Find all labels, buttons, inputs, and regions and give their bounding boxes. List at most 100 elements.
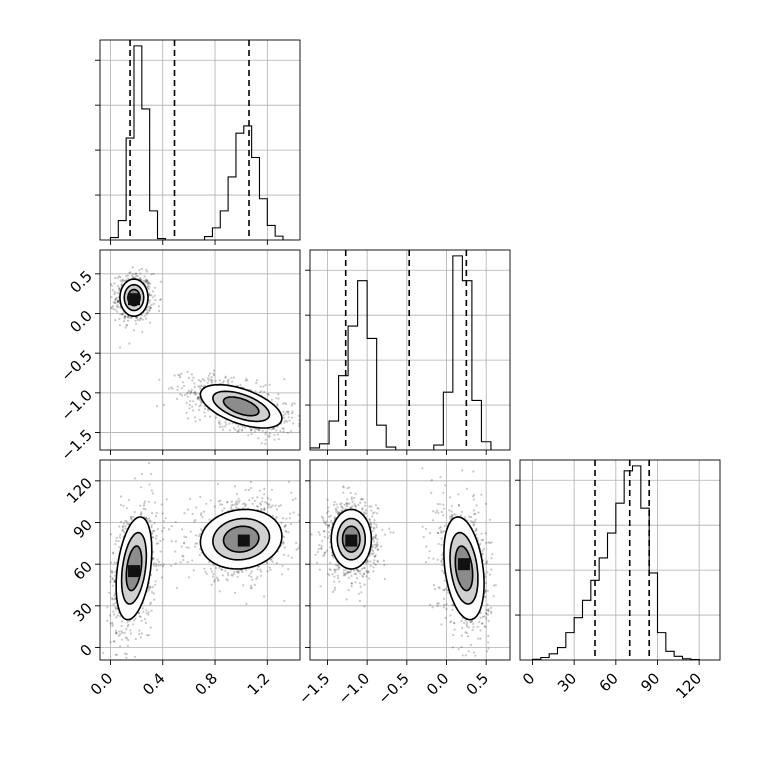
scatter-point [250,570,253,573]
scatter-point [204,570,207,574]
scatter-point [343,503,346,507]
scatter-point [124,527,127,530]
scatter-point [350,574,353,578]
scatter-point [212,573,215,576]
scatter-point [359,585,362,588]
scatter-point [194,403,197,406]
scatter-point [304,423,306,425]
scatter-point [111,621,114,624]
scatter-point [274,517,277,520]
scatter-point [322,519,325,522]
scatter-point [264,433,267,436]
scatter-point [480,493,483,496]
scatter-point [232,427,235,430]
scatter-point [120,663,122,665]
scatter-point [194,542,197,545]
scatter-point [437,511,440,514]
scatter-point [479,629,482,632]
scatter-point [323,551,326,555]
density-contour [120,531,148,605]
scatter-point [167,387,170,390]
scatter-point [149,626,152,629]
scatter-point [149,586,152,590]
scatter-point [139,277,142,280]
scatter-point [209,499,212,502]
scatter-point [247,488,250,492]
scatter-point [361,567,364,571]
scatter-point [485,608,488,612]
scatter-point [224,375,227,378]
scatter-point [226,579,229,582]
scatter-point [211,379,214,382]
scatter-point [158,560,161,563]
scatter-point [203,407,206,411]
scatter-point [345,501,348,505]
scatter-point [114,298,117,301]
scatter-point [276,404,279,407]
scatter-point [144,317,147,320]
scatter-point [121,278,124,281]
scatter-point [189,530,192,533]
scatter-point [222,380,225,383]
scatter-point [120,624,123,628]
scatter-point [467,650,470,653]
scatter-point [213,505,216,508]
scatter-point [188,403,191,406]
scatter-point [478,620,481,624]
scatter-point [147,613,150,616]
scatter-point [292,422,295,425]
scatter-point [210,381,214,384]
scatter-point [289,522,292,526]
scatter-point [224,425,227,428]
scatter-point [457,504,460,507]
scatter-point [199,404,202,407]
scatter-point [158,378,161,381]
scatter-point [327,510,330,513]
scatter-point [264,384,267,387]
x-tick-label: 90 [637,669,663,695]
scatter-point [151,296,154,299]
scatter-point [244,489,247,492]
scatter-point [342,485,345,488]
scatter-point [261,429,264,432]
scatter-point [465,623,468,626]
scatter-point [209,415,212,418]
scatter-point [464,631,467,634]
scatter-point [110,597,113,600]
scatter-point [470,520,473,523]
scatter-point [159,298,162,301]
scatter-point [237,571,240,574]
scatter-point [286,431,289,434]
scatter-point [152,592,155,595]
scatter-point [127,319,130,322]
scatter-point [124,316,127,319]
scatter-point [440,561,443,564]
scatter-point [484,581,487,585]
scatter-point [140,619,143,622]
scatter-point [120,283,123,287]
scatter-point [363,605,366,608]
scatter-point [148,292,151,295]
scatter-point [322,554,325,558]
scatter-point [374,535,377,538]
scatter-point [251,502,254,505]
scatter-point [123,315,126,318]
scatter-point [230,506,233,509]
scatter-point [203,567,206,570]
scatter-point [242,584,245,587]
scatter-point [213,369,216,372]
scatter-point [320,547,323,550]
scatter-point [116,299,119,302]
scatter-point [124,519,127,523]
scatter-point [230,573,233,576]
scatter-point [371,530,374,533]
scatter-point [257,428,260,431]
scatter-point [291,416,294,419]
scatter-point [111,584,114,587]
scatter-point [154,580,157,583]
scatter-point [267,506,270,509]
scatter-point [331,573,334,576]
scatter-point [339,503,342,506]
scatter-point [270,488,274,491]
scatter-point [466,635,470,638]
